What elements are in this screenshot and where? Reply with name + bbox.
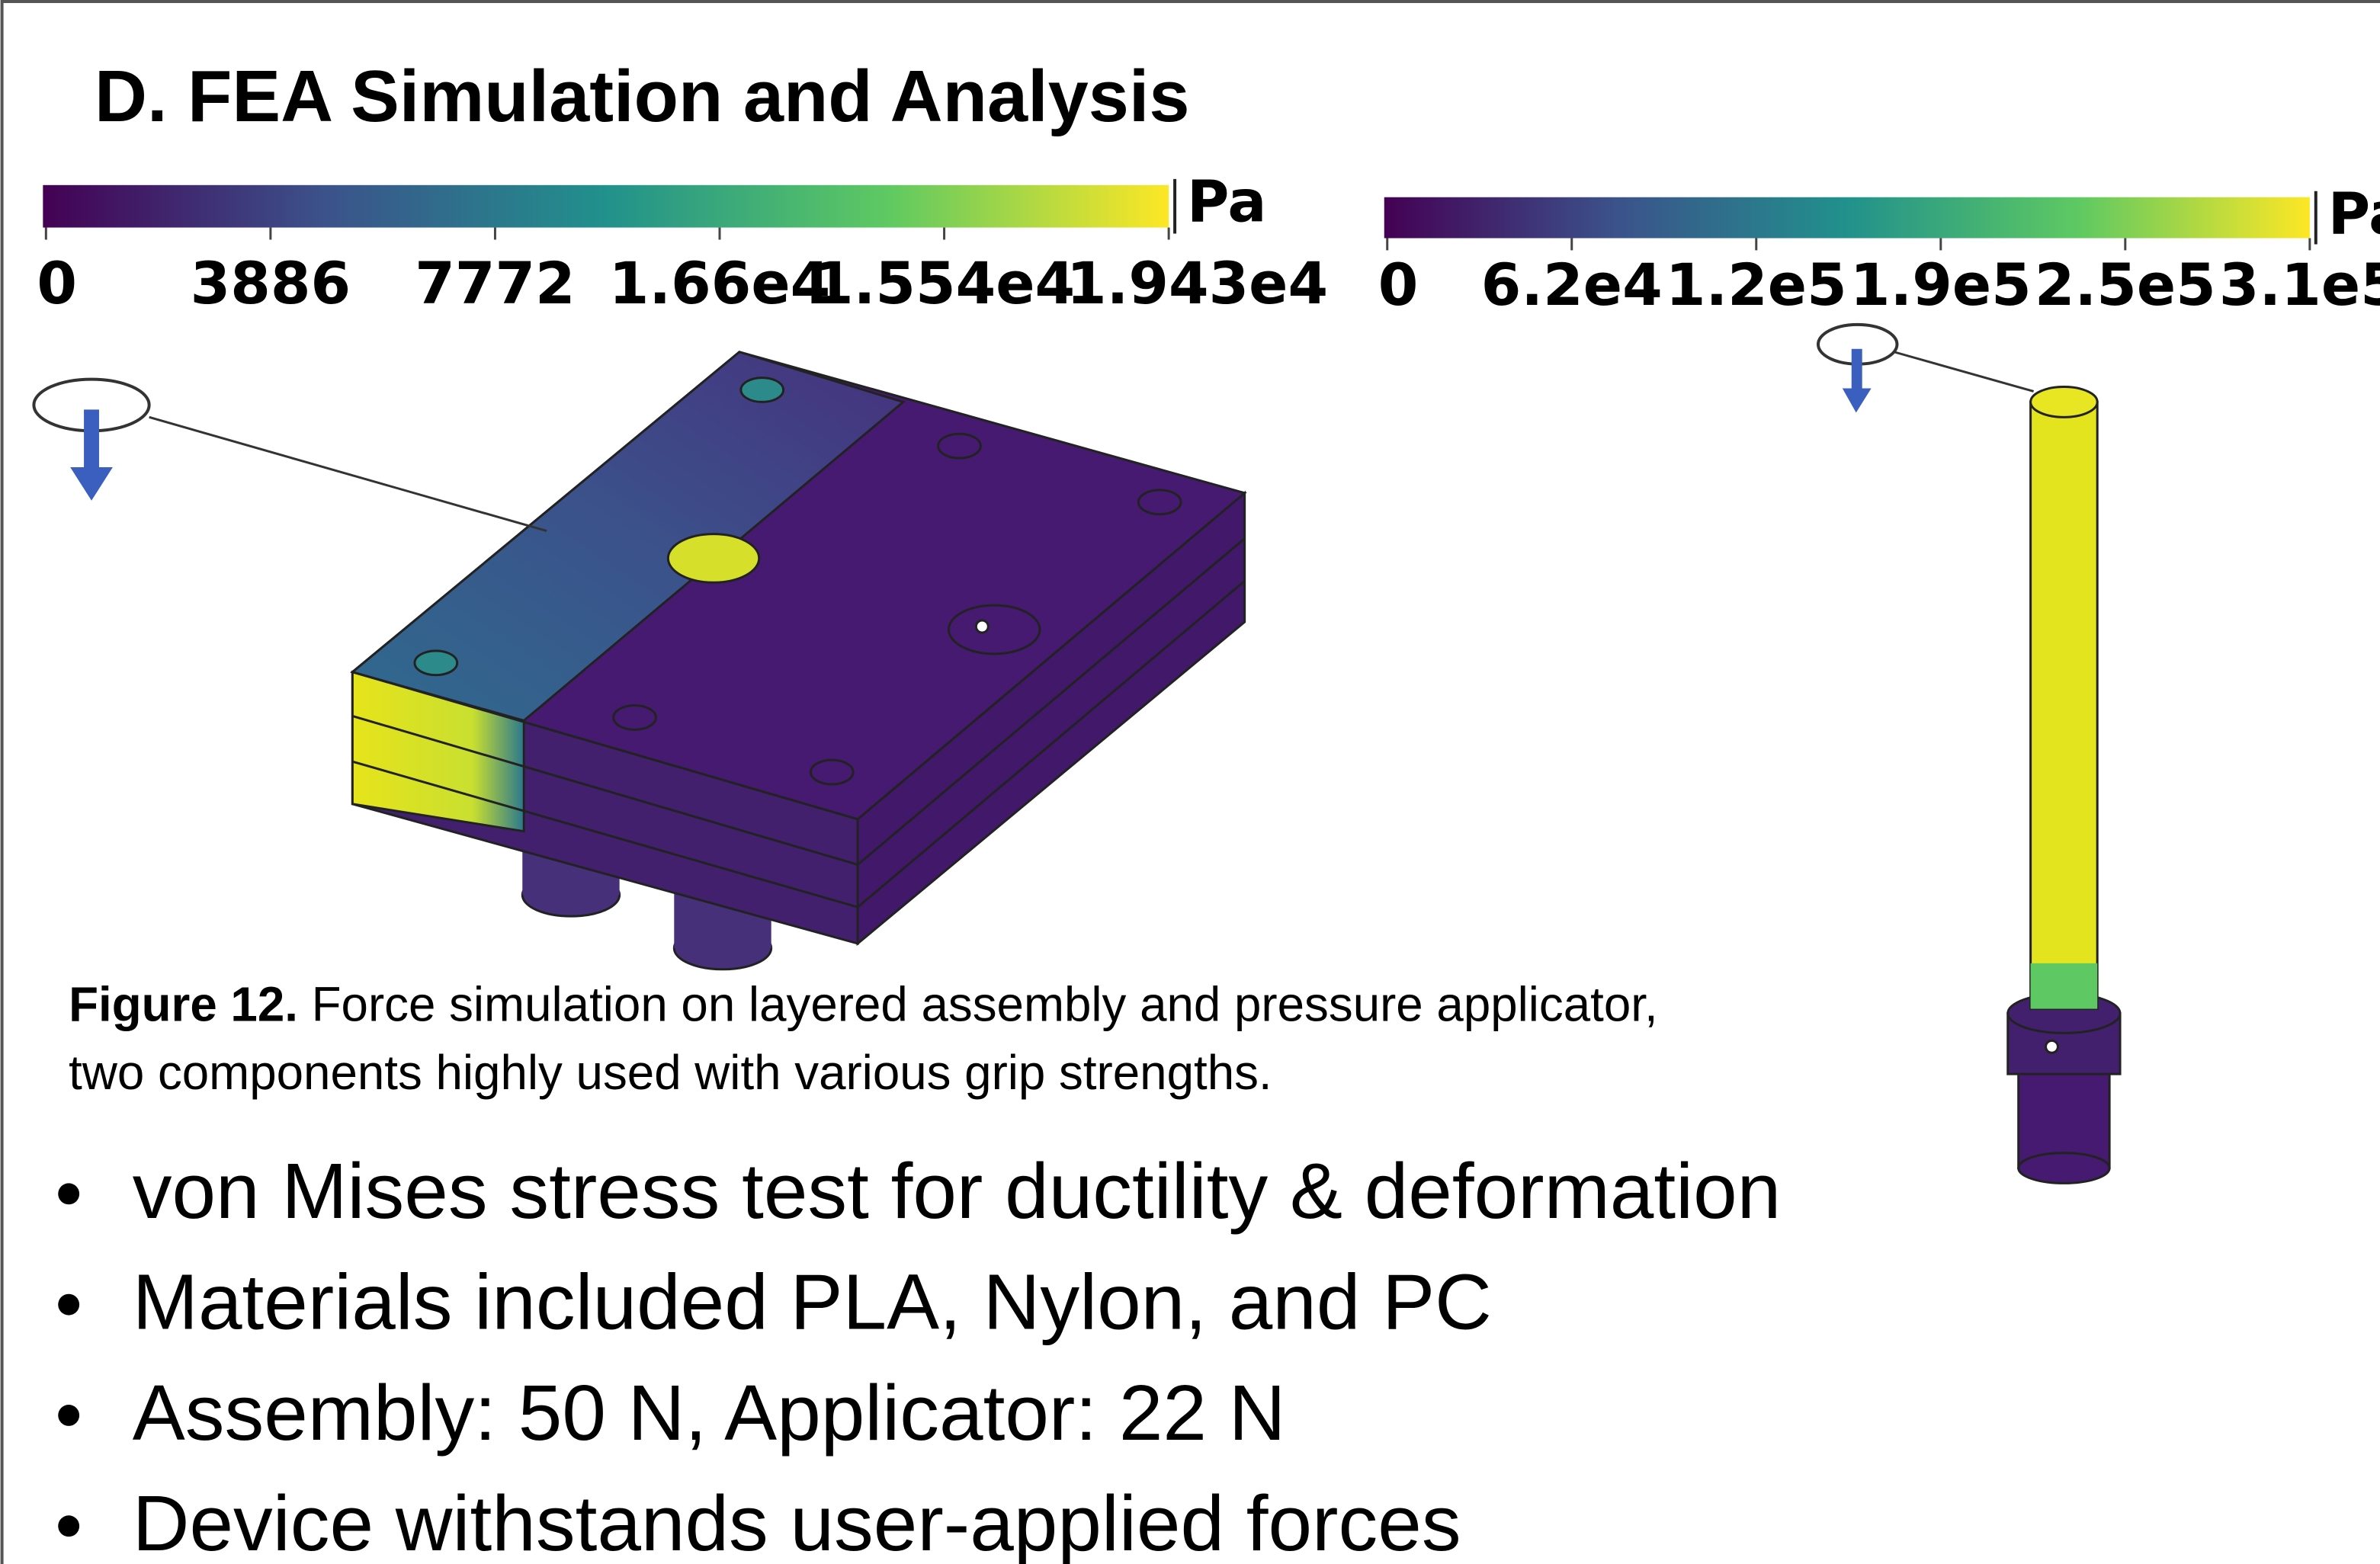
colorbar-tick-label: 1.66e4: [609, 250, 831, 317]
colorbar-tick-label: 7772: [415, 250, 575, 317]
bullet-text: Materials included PLA, Nylon, and PC: [133, 1258, 1492, 1346]
bullet-text: Device withstands user-applied forces: [133, 1479, 1461, 1564]
caption-text: Force simulation on layered assembly and…: [312, 977, 1658, 1031]
bullet-list: von Mises stress test for ductility & de…: [58, 1146, 1781, 1564]
colorbar-tick-label: 0: [1378, 252, 1419, 319]
colorbar-tick-label: 1.943e4: [1067, 250, 1328, 317]
colorbar-tick-label: 1.554e4: [813, 250, 1075, 317]
colorbar-tick-label: 1.9e5: [1850, 252, 2032, 319]
caption: Figure 12. Force simulation on layered a…: [69, 977, 1658, 1031]
colorbar-unit: Pa: [2328, 181, 2380, 248]
colorbar-tick-label: 6.2e4: [1481, 252, 1663, 319]
applicator-model: [1894, 351, 2122, 1184]
colorbar-gradient: [1384, 197, 2310, 239]
bullet-text: Assembly: 50 N, Applicator: 22 N: [133, 1368, 1286, 1457]
bullet-text: von Mises stress test for ductility & de…: [133, 1146, 1781, 1235]
colorbar-tick-label: 3886: [191, 250, 351, 317]
title: D. FEA Simulation and Analysis: [95, 56, 1190, 137]
colorbar-gradient: [43, 184, 1169, 228]
force-arrow: [1816, 322, 1899, 413]
colorbar-tick-label: 1.2e5: [1666, 252, 1847, 319]
force-arrow: [32, 377, 151, 501]
colorbar-unit: Pa: [1187, 168, 1266, 236]
bullet-dot: [58, 1405, 80, 1426]
colorbar-tick-label: 2.5e5: [2035, 252, 2216, 319]
bullet-dot: [58, 1183, 80, 1205]
caption-text: two components highly used with various …: [69, 1046, 1272, 1100]
colorbar-tick-label: 3.1e5: [2219, 252, 2380, 319]
assembly-model: [149, 351, 1247, 971]
caption-label: Figure 12.: [69, 977, 298, 1031]
colorbar-tick-label: 0: [37, 250, 77, 317]
bullet-dot: [58, 1515, 80, 1537]
bullet-dot: [58, 1293, 80, 1316]
